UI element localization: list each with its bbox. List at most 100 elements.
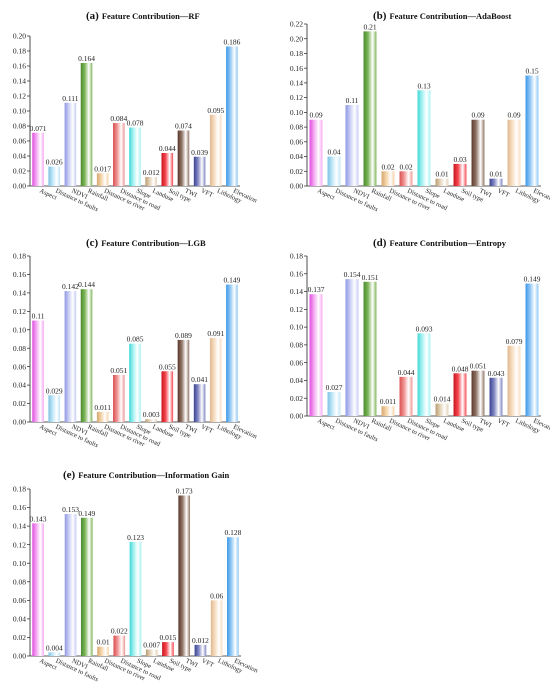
panel-adaboost: (b) Feature Contribution—AdaBoost 0.00 0.0… (290, 10, 550, 213)
y-tick-label: 0.06 (13, 362, 26, 371)
bar-lithology (507, 345, 521, 416)
panel-title-adaboost-text: Feature Contribution—AdaBoost (389, 11, 511, 21)
panel-entropy: (d) Feature Contribution—Entropy 0.00 0.02… (290, 237, 550, 443)
y-tick-label: 0.08 (290, 123, 303, 132)
bar-ndvi (64, 514, 77, 656)
bar-lithology (507, 119, 521, 186)
y-tick-label: 0.18 (290, 252, 303, 261)
category-label-aspect: Aspect (316, 187, 336, 201)
bar-distance-to-faults (48, 166, 61, 186)
bar-ndvi (345, 105, 359, 186)
y-tick-label: 0.02 (13, 167, 26, 176)
y-tick-label: 0.16 (290, 269, 303, 278)
data-label-soil-type: 0.048 (452, 364, 469, 373)
category-label-vft: VFT (200, 423, 214, 435)
data-label-distance-to-faults: 0.029 (46, 386, 63, 395)
panel-title-rf-text: Feature Contribution—RF (102, 11, 200, 21)
bar-rainfall (80, 289, 93, 422)
data-label-lithology: 0.06 (210, 591, 223, 600)
data-label-slope: 0.085 (127, 335, 144, 344)
category-label-twi: TWI (478, 417, 492, 429)
y-tick-label: 0.18 (290, 49, 303, 58)
data-label-vft: 0.039 (191, 148, 208, 157)
category-label-aspect: Aspect (38, 657, 58, 671)
panel-information-gain: (e) Feature Contribution—Information Gain… (13, 469, 260, 683)
data-label-ndvi: 0.111 (62, 94, 79, 103)
data-label-vft: 0.041 (191, 375, 208, 384)
y-tick-label: 0.16 (13, 62, 26, 71)
data-label-slope: 0.13 (417, 81, 430, 90)
y-tick-label: 0.06 (290, 137, 303, 146)
bar-lithology (210, 600, 223, 656)
data-label-aspect: 0.11 (32, 312, 45, 321)
data-label-distance-to-faults: 0.004 (46, 643, 63, 652)
bar-distance-to-faults (327, 156, 341, 186)
data-label-distance-to-road: 0.02 (399, 162, 412, 171)
bar-distance-to-river (96, 411, 109, 422)
y-tick-label: 0.20 (290, 34, 303, 43)
y-tick-label: 0.18 (13, 485, 26, 494)
data-label-slope: 0.093 (416, 324, 433, 333)
y-tick-label: 0.14 (13, 288, 26, 297)
y-tick-label: 0.00 (13, 652, 26, 661)
panel-title-rf-letter: (a) (86, 10, 99, 22)
bar-distance-to-road (113, 374, 125, 422)
bar-distance-to-river (96, 173, 109, 186)
bar-vft (489, 178, 503, 186)
data-label-elevation: 0.149 (524, 275, 541, 284)
panel-title-entropy-letter: (d) (373, 237, 387, 249)
y-tick-label: 0.02 (13, 399, 26, 408)
data-label-vft: 0.012 (192, 636, 209, 645)
bar-ndvi (64, 102, 77, 186)
panel-rf: (a) Feature Contribution—RF 0.00 0.02 0.04 0… (13, 10, 259, 213)
bar-elevation (226, 284, 238, 422)
data-label-aspect: 0.071 (30, 124, 47, 133)
y-tick-label: 0.00 (290, 412, 303, 421)
panel-title-information-gain: (e) Feature Contribution—Information Gain (63, 469, 229, 481)
panel-title-information-gain-text: Feature Contribution—Information Gain (78, 470, 229, 480)
bar-rainfall (80, 63, 93, 186)
data-label-soil-type: 0.055 (159, 362, 176, 371)
data-label-elevation: 0.149 (223, 276, 240, 285)
y-tick-label: 0.08 (290, 340, 303, 349)
data-label-rainfall: 0.144 (78, 280, 95, 289)
bar-distance-to-river (381, 171, 395, 186)
bar-elevation (227, 537, 239, 656)
bar-landuse (145, 177, 157, 186)
category-label-twi: TWI (478, 187, 492, 199)
bar-landuse (145, 649, 158, 656)
data-label-distance-to-river: 0.011 (94, 403, 111, 412)
bar-distance-to-road (113, 635, 126, 656)
panel-title-lgb: (c) Feature Contribution—LGB (86, 237, 206, 249)
data-label-slope: 0.123 (127, 533, 144, 542)
y-tick-label: 0.16 (290, 64, 303, 73)
data-label-distance-to-road: 0.051 (110, 366, 127, 375)
data-label-rainfall: 0.151 (362, 273, 379, 282)
bar-slope (417, 90, 431, 186)
y-tick-label: 0.00 (13, 182, 26, 191)
y-tick-label: 0.04 (13, 614, 26, 623)
y-tick-label: 0.00 (290, 182, 303, 191)
data-label-rainfall: 0.21 (363, 22, 376, 31)
data-label-lithology: 0.091 (207, 329, 224, 338)
data-label-ndvi: 0.154 (344, 270, 361, 279)
category-label-aspect: Aspect (38, 187, 58, 201)
bar-elevation (525, 75, 539, 186)
bar-ndvi (345, 279, 359, 416)
y-tick-label: 0.10 (13, 107, 26, 116)
y-tick-label: 0.04 (13, 381, 26, 390)
y-tick-label: 0.06 (290, 358, 303, 367)
panel-title-entropy: (d) Feature Contribution—Entropy (373, 237, 507, 249)
data-label-elevation: 0.128 (224, 528, 241, 537)
category-label-vft: VFT (200, 187, 214, 199)
category-label-twi: TWI (184, 423, 198, 435)
y-tick-label: 0.12 (290, 305, 303, 314)
bar-rainfall (80, 517, 93, 656)
panel-title-lgb-text: Feature Contribution—LGB (101, 238, 206, 248)
bar-aspect (309, 119, 323, 186)
data-label-distance-to-river: 0.01 (96, 638, 109, 647)
data-label-twi: 0.173 (176, 486, 193, 495)
category-label-aspect: Aspect (316, 417, 336, 431)
y-tick-label: 0.02 (290, 394, 303, 403)
